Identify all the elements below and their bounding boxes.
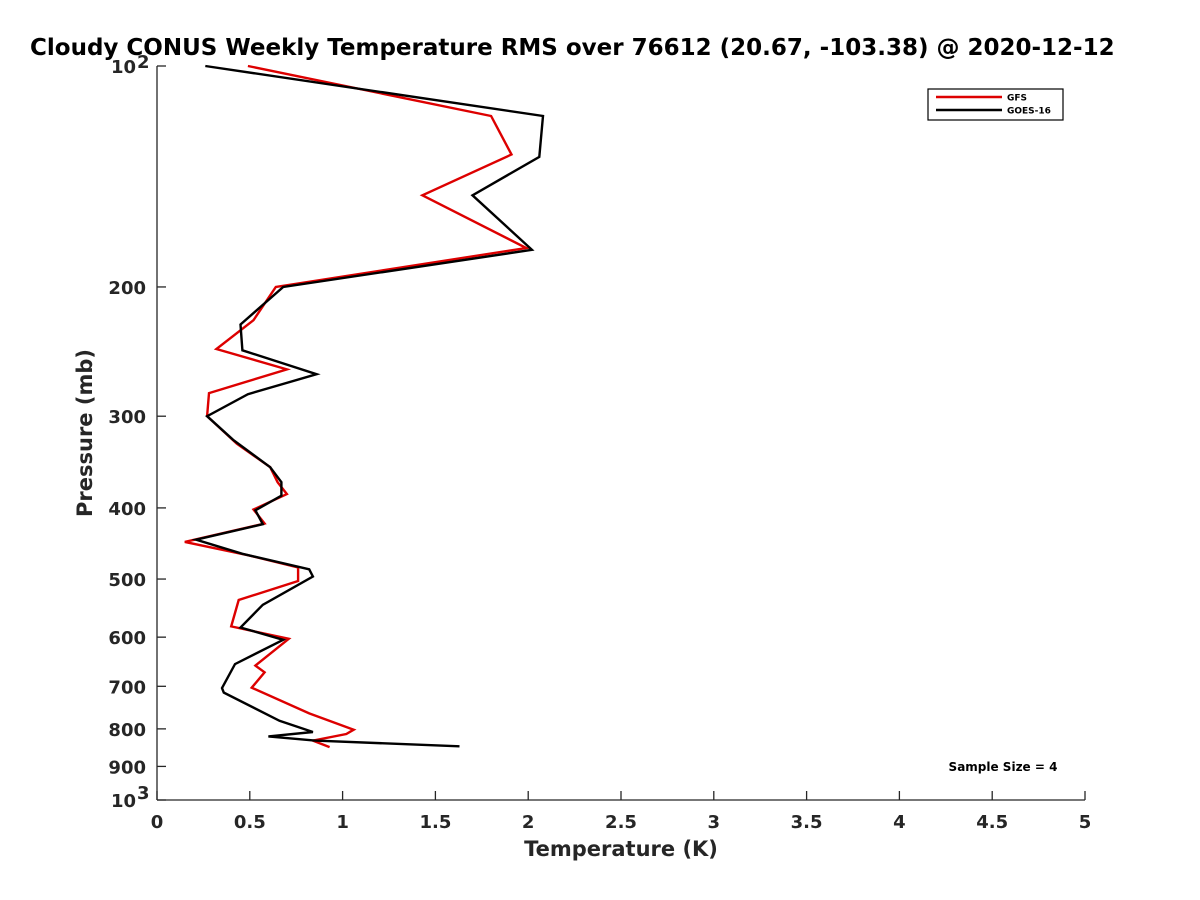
y-tick-label: 10 bbox=[111, 791, 136, 812]
data-point bbox=[345, 733, 347, 735]
data-point bbox=[264, 671, 266, 673]
data-point bbox=[286, 493, 288, 495]
y-tick-label: 900 bbox=[108, 757, 146, 778]
x-tick-label: 0 bbox=[151, 812, 164, 833]
data-point bbox=[308, 712, 310, 714]
data-point bbox=[275, 286, 277, 288]
data-point bbox=[280, 481, 282, 483]
legend-label: GOES-16 bbox=[1007, 107, 1051, 117]
y-tick-label: 200 bbox=[108, 278, 146, 299]
y-tick-exponent: 3 bbox=[137, 783, 150, 804]
data-point bbox=[277, 481, 279, 483]
data-point bbox=[254, 665, 256, 667]
y-tick-exponent: 2 bbox=[137, 52, 150, 73]
data-point bbox=[238, 599, 240, 601]
series-group bbox=[184, 64, 545, 749]
data-point bbox=[282, 286, 284, 288]
chart-title: Cloudy CONUS Weekly Temperature RMS over… bbox=[30, 35, 1115, 61]
x-tick-label: 1 bbox=[336, 812, 349, 833]
y-tick-label: 500 bbox=[108, 570, 146, 591]
legend-items: GFS GOES-16 bbox=[936, 94, 1051, 117]
data-point bbox=[262, 523, 264, 525]
data-point bbox=[240, 324, 242, 326]
legend-label: GFS bbox=[1007, 94, 1027, 104]
data-point bbox=[312, 576, 314, 578]
data-point bbox=[208, 392, 210, 394]
data-point bbox=[195, 539, 197, 541]
data-point bbox=[215, 348, 217, 350]
data-point bbox=[241, 349, 243, 351]
y-tick-label: 400 bbox=[108, 499, 146, 520]
data-point bbox=[538, 156, 540, 158]
data-point bbox=[286, 368, 288, 370]
data-point bbox=[308, 568, 310, 570]
y-tick-label: 700 bbox=[108, 677, 146, 698]
data-point bbox=[282, 639, 284, 641]
data-point bbox=[240, 627, 242, 629]
data-point bbox=[251, 687, 253, 689]
x-tick-label: 3.5 bbox=[791, 812, 823, 833]
series-line-goes-16 bbox=[191, 64, 545, 748]
data-point bbox=[241, 553, 243, 555]
data-point bbox=[253, 319, 255, 321]
x-tick-label: 2.5 bbox=[605, 812, 637, 833]
x-tick-label: 2 bbox=[522, 812, 535, 833]
data-point bbox=[280, 495, 282, 497]
data-point bbox=[542, 115, 544, 117]
data-point bbox=[232, 439, 234, 441]
data-point bbox=[223, 692, 225, 694]
sample-size-annotation: Sample Size = 4 bbox=[949, 760, 1058, 774]
data-point bbox=[267, 735, 269, 737]
x-tick-label: 4.5 bbox=[976, 812, 1008, 833]
data-point bbox=[254, 509, 256, 511]
y-tick-label: 300 bbox=[108, 407, 146, 428]
data-point bbox=[262, 604, 264, 606]
x-ticks: 0 0.5 1 1.5 2 2.5 3 3.5 4 4.5 5 bbox=[151, 791, 1092, 833]
data-point bbox=[525, 247, 527, 249]
data-point bbox=[312, 731, 314, 733]
y-tick-label: 10 bbox=[111, 57, 136, 78]
data-point bbox=[421, 194, 423, 196]
data-point bbox=[288, 638, 290, 640]
data-point bbox=[204, 65, 206, 67]
data-point bbox=[316, 373, 318, 375]
x-tick-label: 5 bbox=[1079, 812, 1092, 833]
x-tick-label: 4 bbox=[893, 812, 906, 833]
data-point bbox=[472, 194, 474, 196]
data-point bbox=[234, 663, 236, 665]
data-point bbox=[269, 466, 271, 468]
data-point bbox=[353, 729, 355, 731]
y-tick-label: 800 bbox=[108, 720, 146, 741]
data-point bbox=[531, 249, 533, 251]
legend-box bbox=[927, 88, 1064, 121]
x-tick-label: 1.5 bbox=[419, 812, 451, 833]
data-point bbox=[297, 580, 299, 582]
data-point bbox=[184, 541, 186, 543]
series-line-gfs bbox=[184, 64, 531, 749]
data-point bbox=[329, 746, 331, 748]
y-tick-label: 600 bbox=[108, 628, 146, 649]
data-point bbox=[206, 415, 208, 417]
data-point bbox=[279, 720, 281, 722]
data-point bbox=[314, 740, 316, 742]
legend: GFS GOES-16 bbox=[927, 88, 1064, 121]
data-point bbox=[490, 115, 492, 117]
data-point bbox=[247, 393, 249, 395]
data-point bbox=[247, 65, 249, 67]
data-point bbox=[459, 745, 461, 747]
x-tick-label: 0.5 bbox=[234, 812, 266, 833]
y-axis-label: Pressure (mb) bbox=[73, 349, 97, 517]
data-point bbox=[511, 154, 513, 156]
data-point bbox=[230, 625, 232, 627]
axes bbox=[156, 66, 1085, 801]
x-axis-label: Temperature (K) bbox=[524, 837, 718, 861]
x-tick-label: 3 bbox=[708, 812, 721, 833]
data-point bbox=[221, 687, 223, 689]
